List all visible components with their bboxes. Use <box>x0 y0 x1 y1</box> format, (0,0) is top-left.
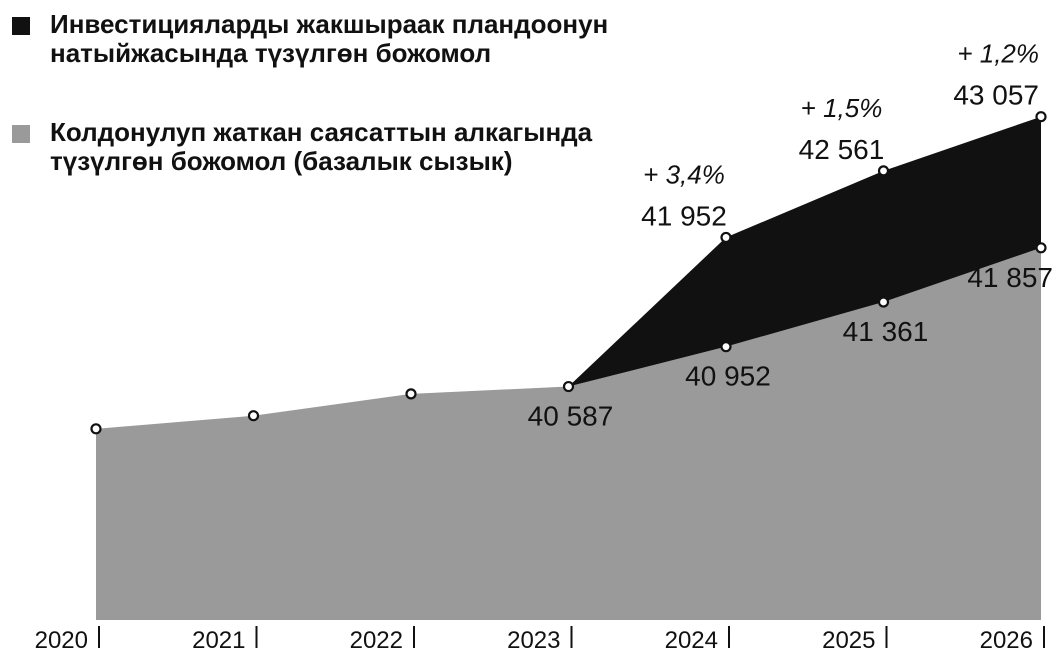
improved-pct-label-2024: + 3,4% <box>643 159 725 189</box>
value-label-layer: 40 587 40 952 41 361 41 857 41 952 + 3,4% 42 5… <box>528 39 1053 432</box>
improved-value-label-2024: 41 952 <box>641 200 727 231</box>
x-tick-label-2020: 2020 <box>35 627 88 654</box>
baseline-value-label-2023: 40 587 <box>528 401 614 432</box>
legend-swatch-improved <box>12 17 30 35</box>
x-axis: 2020 2021 2022 2023 2024 2025 2026 <box>35 626 1045 654</box>
baseline-point-2026 <box>1035 242 1047 254</box>
baseline-point-2025 <box>877 296 890 308</box>
improved-point-2025 <box>877 165 890 177</box>
area-layer <box>96 116 1041 620</box>
baseline-point-2020 <box>90 423 102 435</box>
baseline-point-2022 <box>405 388 417 400</box>
baseline-value-label-2025: 41 361 <box>843 316 929 347</box>
x-tick-label-2023: 2023 <box>507 627 560 654</box>
legend-label-baseline: Колдонулуп жаткан саясаттын алкагында тү… <box>50 117 593 176</box>
legend-entry-improved: Инвестицияларды жакшыраак пландоонун нат… <box>12 10 612 68</box>
improved-pct-label-2025: + 1,5% <box>801 93 883 123</box>
baseline-point-2023 <box>562 380 575 393</box>
improved-value-label-2026: 43 057 <box>953 80 1039 111</box>
improved-area <box>568 116 1041 387</box>
improved-point-2026 <box>1035 111 1047 123</box>
x-tick-label-2022: 2022 <box>350 627 403 654</box>
legend-entry-baseline: Колдонулуп жаткан саясаттын алкагында тү… <box>12 118 612 176</box>
x-tick-label-2025: 2025 <box>822 627 875 654</box>
baseline-value-label-2026: 41 857 <box>967 262 1053 293</box>
x-tick-label-2021: 2021 <box>192 627 245 654</box>
baseline-area <box>96 247 1041 620</box>
x-tick-label-2024: 2024 <box>665 627 718 654</box>
legend-label-improved: Инвестицияларды жакшыраак пландоонун нат… <box>50 9 609 68</box>
improved-value-label-2025: 42 561 <box>799 134 885 165</box>
x-tick-label-2026: 2026 <box>980 627 1033 654</box>
point-layer <box>90 111 1047 435</box>
baseline-point-2024 <box>720 341 732 353</box>
legend-swatch-baseline <box>12 125 30 143</box>
improved-pct-label-2026: + 1,2% <box>957 39 1039 69</box>
baseline-point-2021 <box>247 410 260 422</box>
baseline-value-label-2024: 40 952 <box>685 361 771 392</box>
improved-point-2024 <box>720 231 732 244</box>
